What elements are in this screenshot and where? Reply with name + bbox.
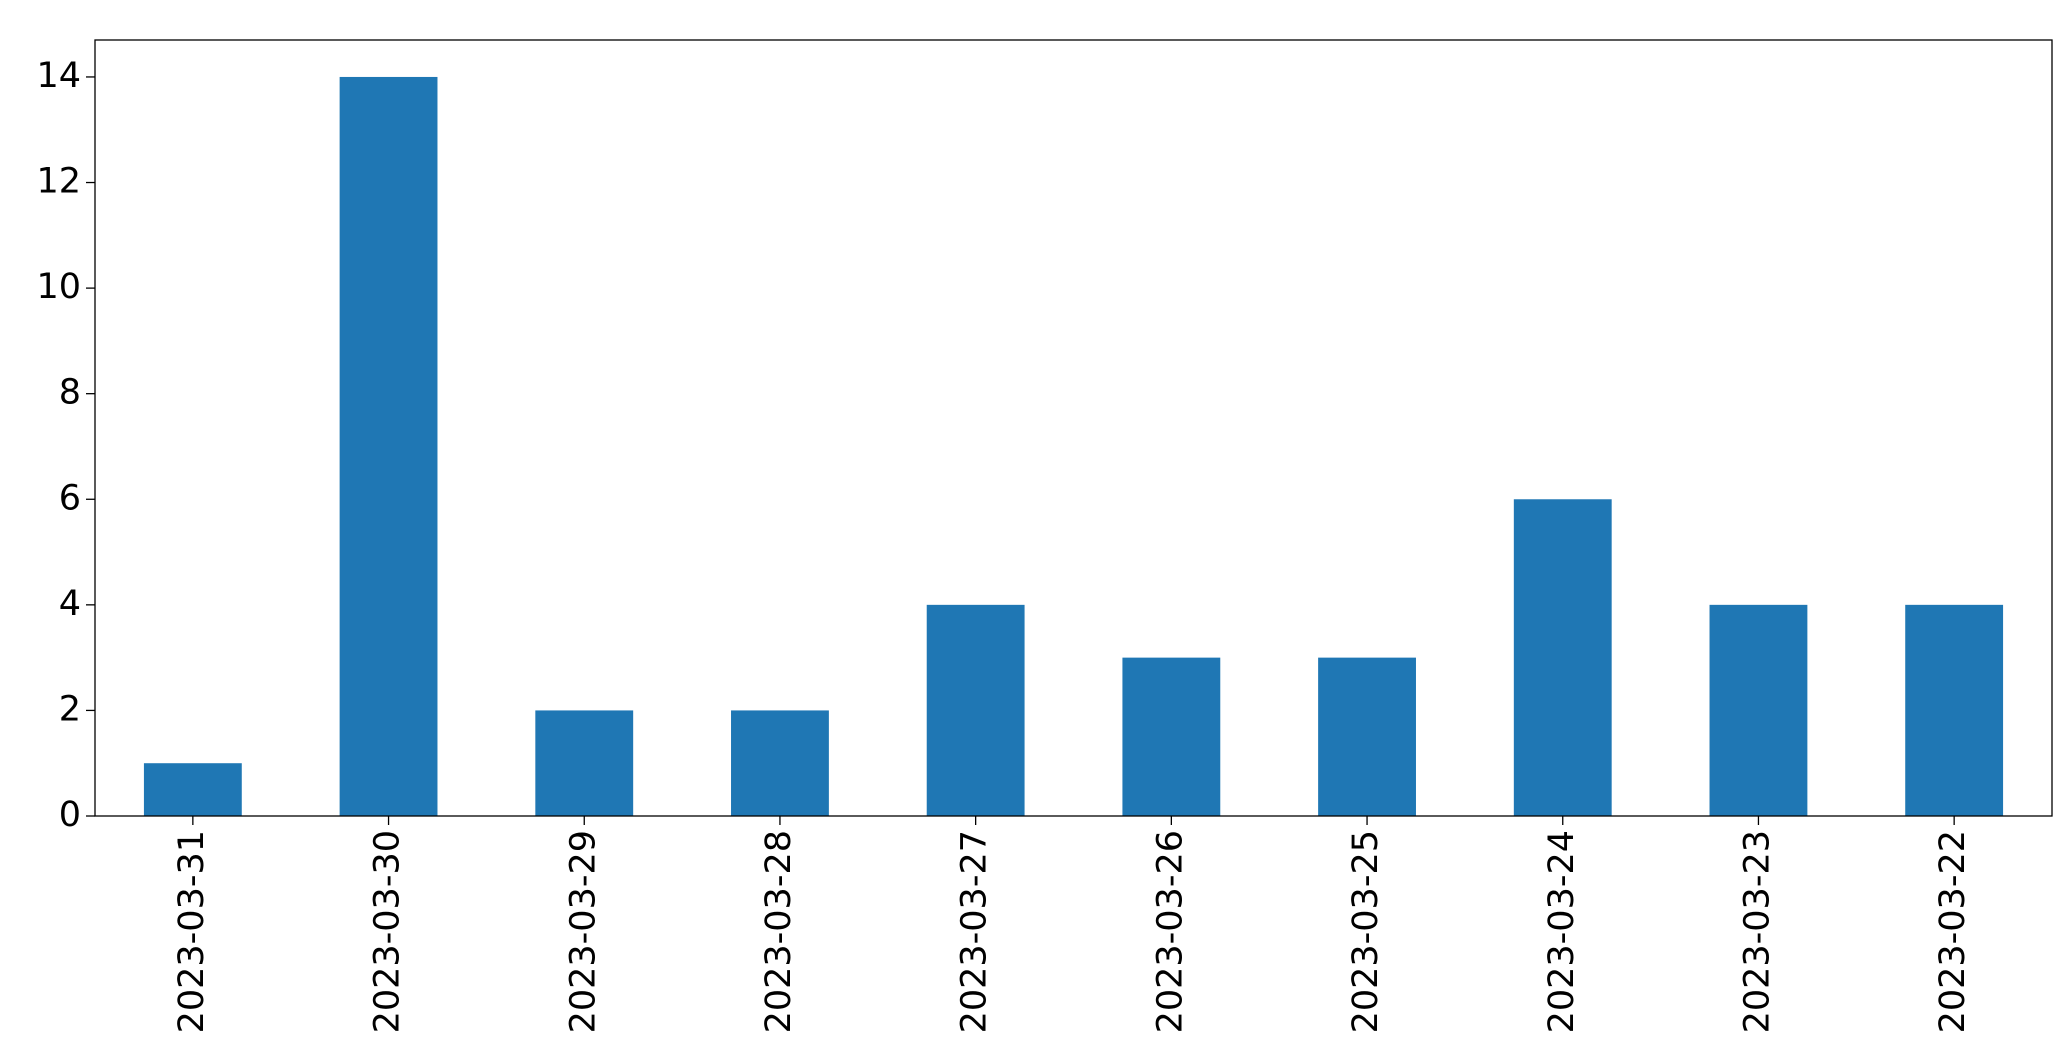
y-tick-label: 2 bbox=[59, 689, 81, 729]
y-tick-label: 10 bbox=[36, 267, 81, 307]
x-tick-label: 2023-03-22 bbox=[1933, 830, 1973, 1033]
bar bbox=[1513, 499, 1612, 816]
y-tick-label: 6 bbox=[59, 478, 81, 518]
x-tick-label: 2023-03-23 bbox=[1737, 830, 1777, 1033]
x-tick-label: 2023-03-28 bbox=[759, 830, 799, 1033]
bar bbox=[339, 76, 438, 816]
bar bbox=[535, 710, 634, 816]
bar bbox=[1318, 657, 1416, 816]
y-tick-label: 14 bbox=[36, 56, 81, 96]
x-tick-label: 2023-03-25 bbox=[1346, 830, 1386, 1033]
bar bbox=[1905, 604, 2004, 816]
bar bbox=[926, 604, 1025, 816]
y-tick-label: 0 bbox=[59, 795, 81, 835]
x-tick-label: 2023-03-24 bbox=[1542, 830, 1582, 1033]
y-tick-label: 4 bbox=[59, 584, 81, 624]
y-tick-label: 12 bbox=[36, 162, 81, 202]
x-tick-label: 2023-03-27 bbox=[955, 830, 995, 1033]
x-tick-label: 2023-03-26 bbox=[1150, 830, 1190, 1033]
bar bbox=[1122, 657, 1221, 816]
bar bbox=[731, 710, 829, 816]
x-tick-label: 2023-03-31 bbox=[172, 830, 212, 1033]
x-tick-label: 2023-03-29 bbox=[563, 830, 603, 1033]
x-tick-label: 2023-03-30 bbox=[368, 830, 408, 1033]
axes-frame bbox=[94, 39, 2053, 817]
bar bbox=[1709, 604, 1808, 816]
bar bbox=[143, 763, 242, 816]
y-tick-label: 8 bbox=[59, 373, 81, 413]
